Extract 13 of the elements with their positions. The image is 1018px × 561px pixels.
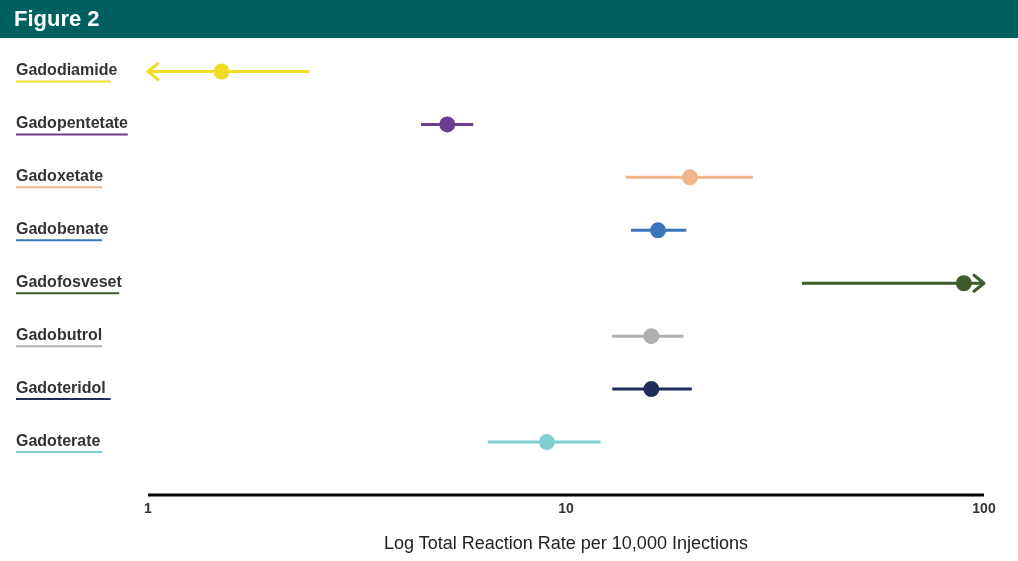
chart-title: Figure 2 (0, 0, 1018, 38)
y-tick-label: Gadoteridol (16, 379, 106, 397)
y-tick-label: Gadoterate (16, 432, 101, 450)
y-tick-label: Gadobenate (16, 220, 109, 238)
x-tick-label: 1 (144, 499, 153, 516)
y-tick-label: Gadopentetate (16, 114, 129, 132)
x-tick-label: 10 (558, 499, 574, 516)
x-tick-label: 100 (972, 499, 996, 516)
y-tick-label: Gadoxetate (16, 167, 104, 185)
y-tick-label: Gadodiamide (16, 61, 118, 79)
y-tick-label: Gadobutrol (16, 326, 103, 344)
x-axis-title: Log Total Reaction Rate per 10,000 Injections (383, 533, 749, 554)
y-tick-label: Gadofosveset (16, 273, 123, 291)
